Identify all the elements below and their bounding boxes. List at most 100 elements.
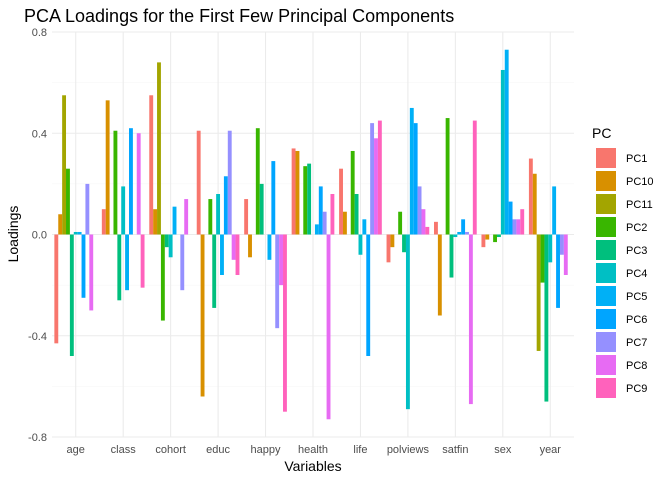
y-axis-title: Loadings — [5, 206, 21, 263]
legend: PC PC1 PC10 PC11 PC2 PC3 PC4 PC5 PC6 PC7 PC8 PC9 — [592, 125, 654, 398]
bar-year-pc4 — [548, 234, 553, 263]
legend-label: PC8 — [626, 360, 647, 372]
bar-life-pc6 — [366, 234, 371, 356]
bar-sex-pc8 — [516, 219, 521, 235]
legend-item-pc9: PC9 — [596, 378, 647, 398]
bar-polviews-pc1 — [386, 234, 391, 263]
x-tick-label: age — [67, 444, 85, 456]
bar-year-pc10 — [532, 173, 537, 235]
legend-swatch — [596, 171, 616, 191]
bar-polviews-pc3 — [402, 234, 406, 253]
x-tick-label: sex — [494, 444, 512, 456]
bar-sex-pc3 — [496, 234, 501, 238]
bar-year-pc8 — [563, 234, 568, 275]
bar-health-pc1 — [291, 148, 296, 235]
bar-life-pc1 — [339, 168, 343, 235]
bars-group — [54, 49, 568, 420]
x-tick-label: happy — [251, 444, 281, 456]
bar-life-pc9 — [377, 120, 382, 235]
x-tick-label: health — [298, 444, 328, 456]
legend-swatch — [596, 148, 616, 168]
bar-class-pc2 — [113, 130, 118, 235]
legend-label: PC10 — [626, 176, 654, 188]
legend-label: PC3 — [626, 245, 647, 257]
legend-item-pc7: PC7 — [596, 332, 647, 352]
y-tick-label: 0.8 — [32, 27, 47, 39]
bar-age-pc8 — [89, 234, 94, 311]
bar-happy-pc9 — [283, 234, 287, 412]
bar-educ-pc4 — [216, 194, 221, 235]
bar-educ-pc2 — [208, 199, 213, 235]
bar-year-pc6 — [556, 234, 560, 308]
bar-polviews-pc6 — [413, 123, 418, 235]
x-axis-title: Variables — [284, 458, 341, 474]
legend-item-pc2: PC2 — [596, 217, 647, 237]
bar-cohort-pc8 — [184, 199, 189, 235]
bar-educ-pc10 — [200, 234, 205, 397]
bar-class-pc10 — [105, 100, 110, 235]
bar-educ-pc9 — [235, 234, 240, 275]
bar-sex-pc7 — [512, 219, 517, 235]
bar-year-pc11 — [536, 234, 541, 351]
bar-polviews-pc8 — [421, 209, 426, 235]
legend-items: PC1 PC10 PC11 PC2 PC3 PC4 PC5 PC6 PC7 PC8 PC9 — [596, 148, 654, 398]
bar-happy-pc7 — [275, 234, 280, 329]
legend-label: PC6 — [626, 314, 647, 326]
bar-cohort-pc4 — [168, 234, 173, 258]
x-axis-ticks: age class cohort educ happy health life polview… — [67, 444, 562, 456]
y-tick-label: 0.4 — [32, 128, 47, 140]
y-tick-label: 0.0 — [32, 230, 47, 242]
legend-label: PC9 — [626, 383, 647, 395]
bar-life-pc5 — [362, 219, 367, 235]
bar-health-pc7 — [322, 211, 327, 235]
bar-polviews-pc2 — [398, 211, 403, 235]
bar-health-pc8 — [326, 234, 331, 420]
bar-class-pc9 — [140, 234, 145, 288]
bar-age-pc10 — [58, 214, 63, 235]
bar-sex-pc6 — [508, 201, 513, 235]
bar-cohort-pc3 — [164, 234, 169, 248]
bar-polviews-pc10 — [390, 234, 395, 248]
legend-swatch — [596, 263, 616, 283]
bar-health-pc5 — [314, 224, 319, 235]
y-axis-ticks: -0.8 -0.4 0.0 0.4 0.8 — [28, 27, 47, 444]
bar-health-pc9 — [330, 194, 335, 235]
x-tick-label: life — [353, 444, 367, 456]
bar-year-pc5 — [552, 186, 557, 235]
bar-class-pc5 — [125, 234, 129, 291]
bar-age-pc7 — [85, 183, 90, 235]
legend-swatch — [596, 217, 616, 237]
bar-sex-pc4 — [500, 69, 505, 235]
bar-cohort-pc11 — [157, 62, 161, 235]
legend-item-pc4: PC4 — [596, 263, 647, 283]
bar-happy-pc2 — [255, 128, 260, 235]
bar-year-pc2 — [540, 234, 545, 283]
bar-age-pc1 — [54, 234, 59, 344]
bar-satfin-pc3 — [449, 234, 454, 278]
bar-happy-pc5 — [267, 234, 272, 260]
legend-swatch — [596, 355, 616, 375]
legend-swatch — [596, 240, 616, 260]
y-tick-label: -0.4 — [28, 331, 47, 343]
bar-age-pc2 — [66, 168, 70, 235]
bar-polviews-pc5 — [409, 107, 414, 235]
bar-satfin-pc5 — [457, 231, 462, 235]
legend-title: PC — [592, 125, 611, 141]
bar-happy-pc1 — [244, 199, 249, 235]
bar-polviews-pc4 — [405, 234, 410, 410]
bar-cohort-pc5 — [172, 206, 177, 235]
bar-satfin-pc8 — [468, 234, 473, 405]
bar-happy-pc10 — [248, 234, 252, 258]
bar-health-pc10 — [295, 150, 300, 235]
legend-swatch — [596, 309, 616, 329]
bar-happy-pc6 — [271, 161, 276, 235]
bar-life-pc3 — [354, 194, 359, 235]
bar-life-pc2 — [350, 150, 355, 235]
bar-satfin-pc4 — [453, 234, 458, 238]
legend-label: PC2 — [626, 222, 647, 234]
legend-label: PC5 — [626, 291, 647, 303]
bar-class-pc3 — [117, 234, 122, 301]
bar-health-pc3 — [307, 163, 312, 235]
legend-item-pc8: PC8 — [596, 355, 647, 375]
x-tick-label: polviews — [387, 444, 430, 456]
